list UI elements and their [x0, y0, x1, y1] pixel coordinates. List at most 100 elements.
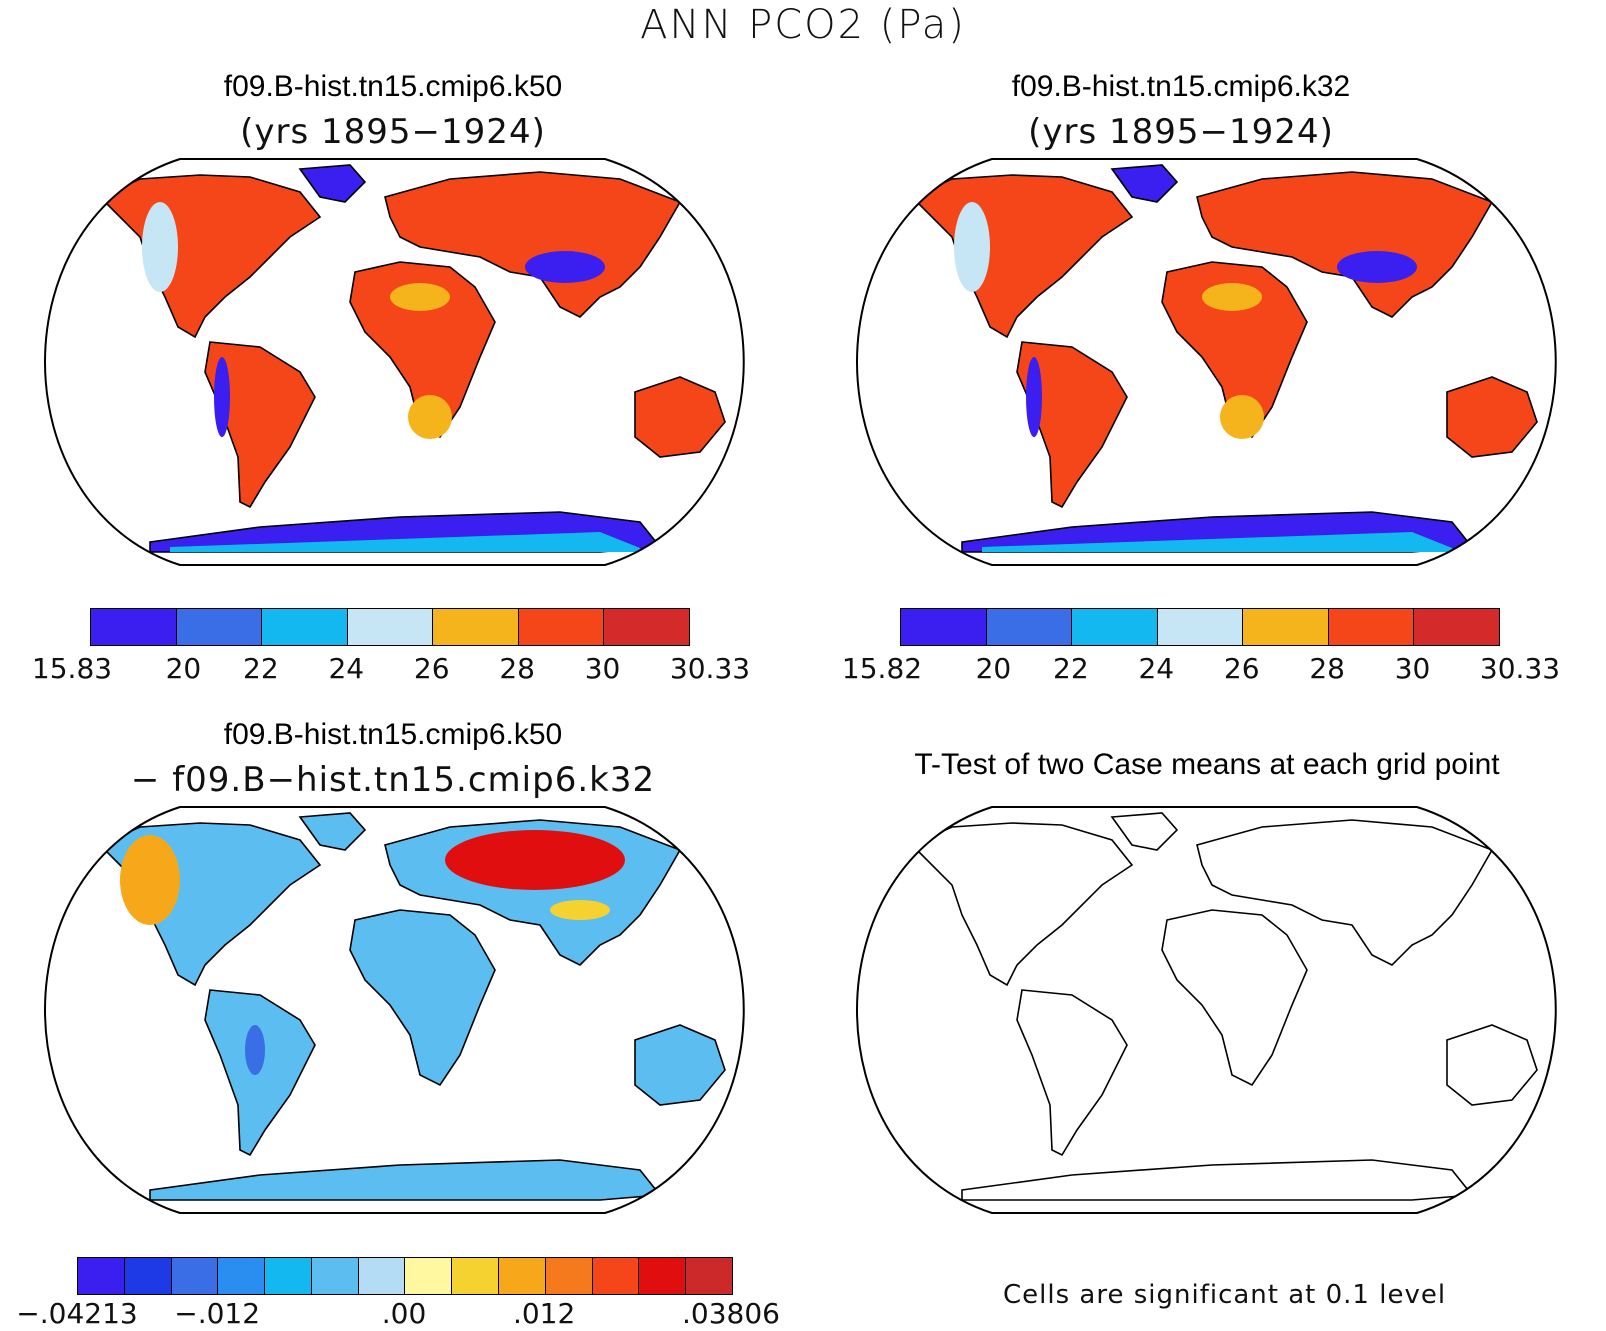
- rockies-pale: [954, 202, 990, 292]
- continent-australia: [634, 376, 726, 458]
- west-na-positive: [120, 835, 180, 925]
- colorbar-tick-label: 24: [328, 652, 365, 685]
- colorbar-segment: [901, 609, 987, 645]
- south-africa-mid: [408, 395, 452, 439]
- continent-australia: [1446, 1024, 1538, 1106]
- colorbar-segment: [452, 1258, 500, 1294]
- ocean: [857, 807, 1556, 1213]
- tibet-low: [525, 251, 605, 283]
- sa-negative: [245, 1025, 265, 1075]
- colorbar-segment: [1072, 609, 1158, 645]
- map-bl-svg: [44, 806, 745, 1214]
- continent-eurasia: [1196, 819, 1494, 966]
- antarctic-inner: [170, 532, 650, 552]
- colorbar-segment: [1243, 609, 1329, 645]
- colorbar-segment: [124, 1258, 172, 1294]
- continent-africa: [1161, 909, 1308, 1087]
- rockies-pale: [142, 202, 178, 292]
- tibet-positive: [550, 900, 610, 920]
- map-bottom-left: [0, 805, 790, 1219]
- colorbar-segment: [545, 1258, 593, 1294]
- colorbar-tick-label: 20: [975, 652, 1012, 685]
- colorbar-segment: [218, 1258, 266, 1294]
- map-border: [44, 158, 745, 566]
- colorbar-segment: [358, 1258, 406, 1294]
- colorbar-segment: [518, 609, 605, 645]
- colorbar-tick-label: .03806: [682, 1297, 780, 1330]
- colorbar-segment: [265, 1258, 312, 1294]
- colorbar-segment: [686, 1258, 732, 1294]
- colorbar-segment: [176, 609, 263, 645]
- andes-low: [1026, 357, 1042, 437]
- continent-greenland: [1110, 164, 1179, 203]
- land-layer: [98, 164, 726, 553]
- continent-australia: [1446, 376, 1538, 458]
- continent-africa: [349, 909, 496, 1087]
- map-tl-svg: [44, 158, 745, 566]
- map-bottom-right: [812, 805, 1602, 1219]
- colorbar-tick-label: 30.33: [669, 652, 751, 685]
- map-border: [44, 806, 745, 1214]
- map-top-left: [0, 157, 790, 571]
- colorbar-tick-label: 15.83: [31, 652, 113, 685]
- colorbar-bottom-left-labels: −.04213 −.012 .00 .012 .03806: [0, 1297, 790, 1331]
- continent-australia: [634, 1024, 726, 1106]
- sahara-mid: [1202, 283, 1262, 311]
- land-layer: [910, 164, 1538, 553]
- panel-tl-case: f09.B-hist.tn15.cmip6.k50: [223, 70, 563, 103]
- colorbar-tick-label: 20: [165, 652, 202, 685]
- continent-greenland: [298, 164, 367, 203]
- colorbar-tick-label: 30: [1394, 652, 1431, 685]
- colorbar-segment: [1414, 609, 1500, 645]
- land-layer: [910, 812, 1538, 1201]
- colorbar-segment: [262, 609, 348, 645]
- colorbar-tick-label: 28: [499, 652, 535, 685]
- colorbar-segment: [171, 1258, 219, 1294]
- colorbar-segment: [433, 609, 519, 645]
- south-africa-mid: [1220, 395, 1264, 439]
- colorbar-tick-label: 24: [1138, 652, 1175, 685]
- colorbar-segment: [499, 1258, 546, 1294]
- colorbar-tick-label: −.04213: [16, 1297, 138, 1330]
- continent-greenland: [298, 812, 367, 851]
- panel-bl-case: f09.B-hist.tn15.cmip6.k50: [223, 718, 563, 751]
- colorbar-tick-label: 15.82: [841, 652, 923, 685]
- colorbar-segment: [91, 609, 177, 645]
- colorbar-top-right: [900, 608, 1500, 646]
- panel-bl-minus-case: − f09.B−hist.tn15.cmip6.k32: [130, 760, 656, 800]
- colorbar-segment: [405, 1258, 453, 1294]
- colorbar-tick-label: .00: [381, 1297, 427, 1330]
- colorbar-segment: [78, 1258, 125, 1294]
- continent-antarctica: [961, 1159, 1474, 1201]
- figure-title: ANN PCO2 (Pa): [640, 2, 966, 48]
- map-br-svg: [856, 806, 1557, 1214]
- sahara-mid: [390, 283, 450, 311]
- map-border: [856, 806, 1557, 1214]
- continent-northAmerica: [910, 822, 1134, 987]
- siberia-positive: [445, 830, 625, 890]
- colorbar-segment: [1157, 609, 1244, 645]
- colorbar-segment: [639, 1258, 687, 1294]
- antarctic-inner: [982, 532, 1462, 552]
- colorbar-tick-label: −.012: [174, 1297, 261, 1330]
- colorbar-bottom-left: [77, 1257, 733, 1295]
- continent-eurasia: [384, 171, 682, 318]
- colorbar-tick-label: 30.33: [1479, 652, 1561, 685]
- colorbar-tick-label: 22: [1053, 652, 1089, 685]
- panel-tr-years: (yrs 1895−1924): [1028, 112, 1334, 152]
- colorbar-top-left-labels: 15.83 20 22 24 26 28 30 30.33: [0, 652, 790, 686]
- panel-tl-years: (yrs 1895−1924): [240, 112, 546, 152]
- continent-southAmerica: [204, 989, 316, 1157]
- colorbar-segment: [592, 1258, 640, 1294]
- colorbar-tick-label: 28: [1309, 652, 1345, 685]
- land-layer: [98, 812, 726, 1201]
- colorbar-tick-label: 22: [243, 652, 279, 685]
- continent-antarctica: [149, 1159, 662, 1201]
- colorbar-segment: [604, 609, 690, 645]
- colorbar-top-left: [90, 608, 690, 646]
- colorbar-segment: [1328, 609, 1415, 645]
- colorbar-segment: [986, 609, 1073, 645]
- continent-southAmerica: [1016, 989, 1128, 1157]
- colorbar-top-right-labels: 15.82 20 22 24 26 28 30 30.33: [0, 652, 1606, 686]
- significance-note: Cells are significant at 0.1 level: [1003, 1280, 1447, 1310]
